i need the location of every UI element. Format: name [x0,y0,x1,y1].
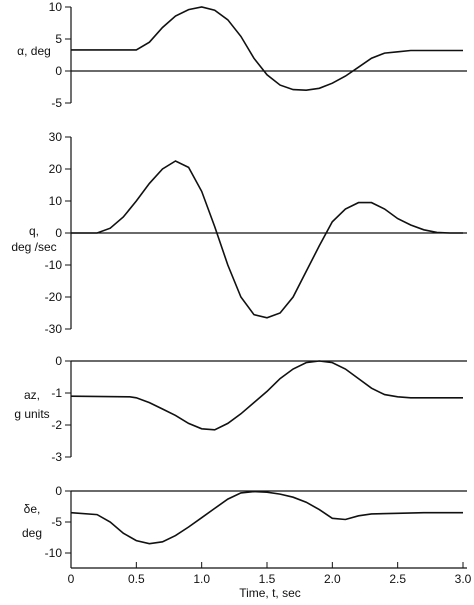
y-tick-label: 5 [55,32,62,46]
x-tick-label: 1.0 [193,572,210,586]
panel-2: 30 20 10 0 -10 -20 -30 q, deg /sec [11,130,467,336]
panel-4: 0 -5 -10 δe, deg [22,484,467,560]
series-line [71,160,463,319]
y-tick-label: 0 [55,64,62,78]
y-axis-label: α, deg [17,44,51,58]
panel-1: 10 5 0 -5 α, deg [17,0,467,110]
y-tick-label: 0 [55,226,62,240]
x-tick-label: 1.5 [259,572,276,586]
y-axis-label: g units [14,407,49,421]
y-tick-label: 10 [49,0,63,14]
panel-3: 0 -1 -2 -3 az, g units [14,354,467,464]
series-line [70,360,463,431]
x-tick-label: 2.0 [324,572,341,586]
y-tick-label: -5 [51,96,62,110]
y-tick-label: -1 [51,386,62,400]
x-tick-label: 2.5 [389,572,406,586]
x-axis-label: Time, t, sec [239,586,301,600]
x-tick-label: 0 [68,572,75,586]
y-axis-label: deg [22,526,42,540]
series-line [71,6,463,92]
y-axis-label: q, [29,224,39,238]
y-tick-label: -30 [45,322,63,336]
x-tick-label: 3.0 [455,572,472,586]
x-tick-label: 0.5 [128,572,145,586]
y-tick-label: 20 [49,162,63,176]
y-axis-label: deg /sec [11,240,56,254]
y-tick-label: -2 [51,418,62,432]
y-tick-label: -3 [51,450,62,464]
y-axis-label: δe, [24,502,41,516]
series-line [70,490,463,545]
y-tick-label: -10 [45,258,63,272]
y-tick-label: -10 [45,546,63,560]
y-axis-label: az, [24,388,40,402]
time-axis: 0 0.5 1.0 1.5 2.0 2.5 3.0 Time, t, sec [68,553,472,600]
y-tick-label: 0 [55,484,62,498]
y-tick-label: 10 [49,194,63,208]
y-tick-label: 0 [55,354,62,368]
y-tick-label: -20 [45,290,63,304]
y-tick-label: -5 [51,515,62,529]
y-tick-label: 30 [49,130,63,144]
